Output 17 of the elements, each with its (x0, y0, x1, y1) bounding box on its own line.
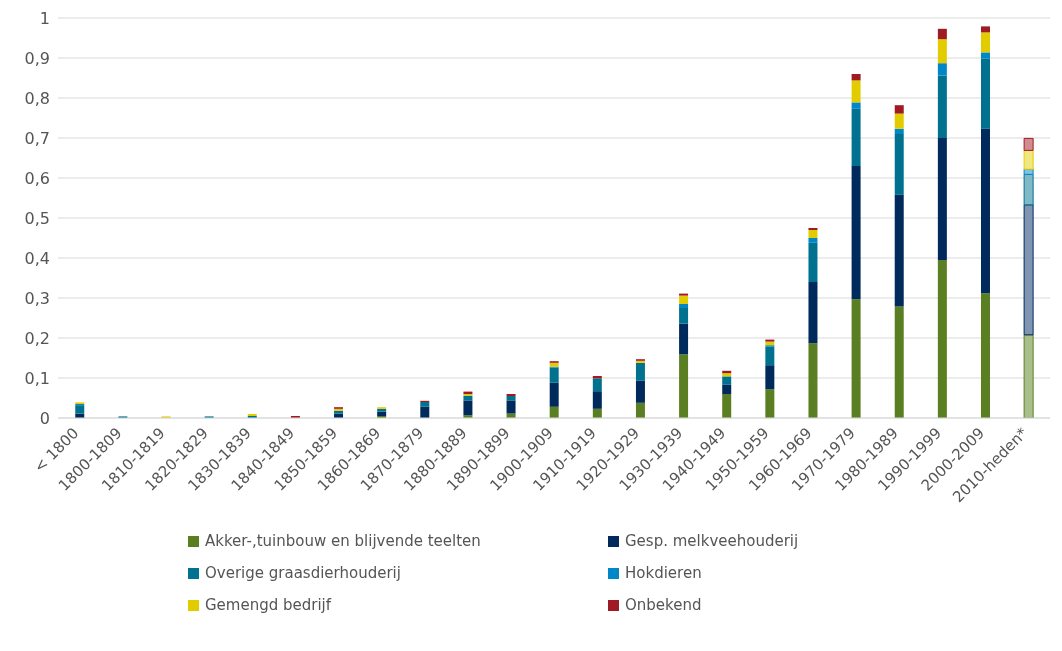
y-tick-label: 0,6 (24, 168, 50, 188)
legend-label: Gesp. melkveehouderij (625, 532, 799, 550)
y-tick-label: 0,1 (24, 368, 50, 388)
y-tick-label: 0,8 (24, 88, 50, 108)
legend-label: Gemengd bedrijf (205, 596, 332, 614)
y-tick-label: 0,5 (24, 208, 50, 228)
y-tick-label: 1 (39, 8, 50, 28)
y-tick-label: 0,4 (24, 248, 50, 268)
legend-label: Akker-,tuinbouw en blijvende teelten (205, 532, 481, 550)
legend-label: Onbekend (625, 596, 702, 614)
y-tick-label: 0,7 (24, 128, 50, 148)
legend-label: Hokdieren (625, 564, 702, 582)
y-tick-label: 0,3 (24, 288, 50, 308)
legend-label: Overige graasdierhouderij (205, 564, 401, 582)
y-tick-label: 0,9 (24, 48, 50, 68)
y-tick-label: 0,2 (24, 328, 50, 348)
y-tick-label: 0 (39, 408, 50, 428)
